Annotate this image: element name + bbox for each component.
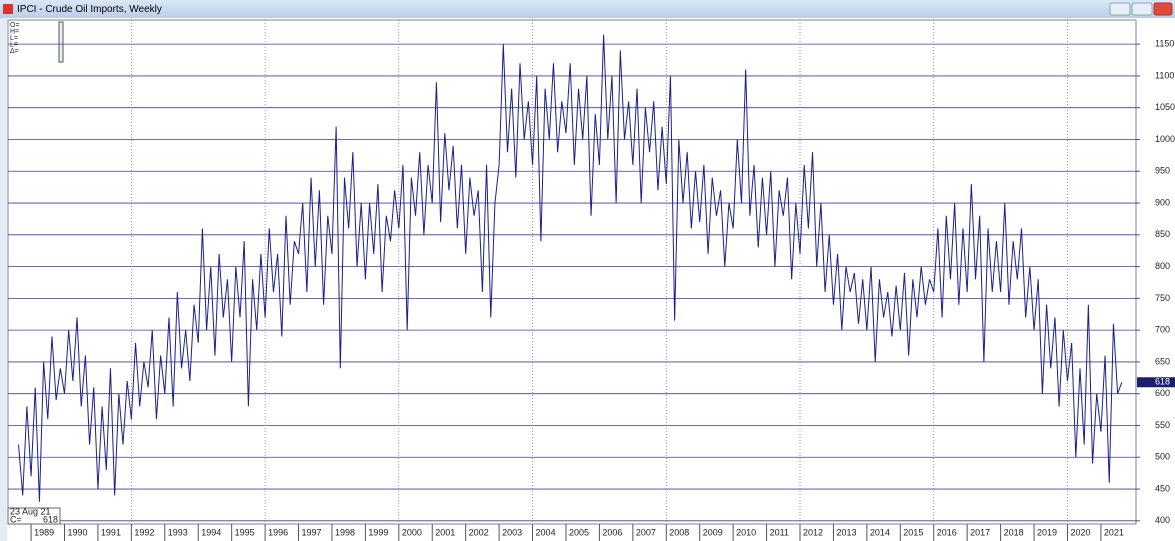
app-icon — [3, 4, 13, 14]
x-tick-label: 2019 — [1037, 527, 1057, 537]
y-tick-label: 500 — [1155, 452, 1170, 462]
x-tick-label: 1994 — [201, 527, 221, 537]
scroll-thumb[interactable] — [58, 21, 64, 63]
close-value: 618 — [43, 514, 58, 524]
x-tick-label: 2007 — [636, 527, 656, 537]
x-tick-label: 2000 — [402, 527, 422, 537]
y-tick-label: 650 — [1155, 356, 1170, 366]
x-tick-label: 1998 — [335, 527, 355, 537]
close-button[interactable] — [1153, 2, 1173, 16]
x-tick-label: 1997 — [302, 527, 322, 537]
y-tick-label: 1150 — [1155, 39, 1174, 49]
x-tick-label: 2010 — [736, 527, 756, 537]
x-tick-label: 2004 — [536, 527, 556, 537]
info-label: L= — [10, 35, 18, 42]
x-tick-label: 1996 — [268, 527, 288, 537]
last-value-label: 618 — [1155, 377, 1170, 387]
y-tick-label: 850 — [1155, 229, 1170, 239]
x-tick-label: 2012 — [803, 527, 823, 537]
y-tick-label: 800 — [1155, 261, 1170, 271]
plot: O=H=L=L=Δ=400450500550600650700750800850… — [8, 20, 1175, 541]
y-tick-label: 1100 — [1155, 70, 1174, 80]
x-tick-label: 2016 — [937, 527, 957, 537]
x-tick-label: 2015 — [903, 527, 923, 537]
series-line — [18, 34, 1123, 502]
x-tick-label: 1993 — [168, 527, 188, 537]
y-tick-label: 1000 — [1155, 134, 1175, 144]
last-value-tag — [1137, 377, 1175, 388]
y-tick-label: 900 — [1155, 197, 1170, 207]
x-tick-label: 2005 — [569, 527, 589, 537]
x-tick-label: 2008 — [669, 527, 689, 537]
x-tick-label: 2011 — [770, 527, 789, 537]
x-tick-label: 2021 — [1104, 527, 1124, 537]
chart-title: IPCI - Crude Oil Imports, Weekly — [17, 4, 162, 15]
x-tick-label: 2003 — [502, 527, 522, 537]
x-tick-label: 2020 — [1070, 527, 1090, 537]
info-label: O= — [10, 22, 20, 29]
title-bar — [0, 0, 1175, 18]
x-tick-label: 1991 — [101, 527, 121, 537]
minimize-button[interactable] — [1109, 2, 1131, 16]
info-label: Δ= — [10, 48, 19, 55]
restore-button[interactable] — [1131, 2, 1153, 16]
x-tick-label: 1995 — [235, 527, 255, 537]
x-tick-label: 1992 — [134, 527, 154, 537]
plot-frame — [7, 19, 1137, 525]
x-tick-label: 1989 — [34, 527, 54, 537]
y-tick-label: 600 — [1155, 388, 1170, 398]
cursor-date: 23 Aug 21 — [10, 506, 51, 516]
y-tick-label: 950 — [1155, 166, 1170, 176]
cursor-box — [7, 507, 61, 525]
x-tick-label: 2018 — [1004, 527, 1024, 537]
x-tick-label: 2017 — [970, 527, 990, 537]
y-tick-label: 1050 — [1155, 102, 1175, 112]
x-tick-label: 2002 — [469, 527, 489, 537]
x-tick-label: 2001 — [435, 527, 455, 537]
left-strip — [0, 18, 7, 541]
x-tick-label: 2013 — [836, 527, 856, 537]
y-tick-label: 400 — [1155, 515, 1170, 525]
x-tick-label: 2009 — [703, 527, 723, 537]
close-label: C= — [10, 514, 22, 524]
x-tick-label: 1990 — [68, 527, 88, 537]
x-tick-label: 1999 — [368, 527, 388, 537]
x-tick-label: 2014 — [870, 527, 890, 537]
y-tick-label: 750 — [1155, 293, 1170, 303]
y-tick-label: 550 — [1155, 420, 1170, 430]
info-label: L= — [10, 41, 18, 48]
y-tick-label: 700 — [1155, 325, 1170, 335]
y-tick-label: 450 — [1155, 483, 1170, 493]
info-label: H= — [10, 28, 19, 35]
x-tick-label: 2006 — [602, 527, 622, 537]
